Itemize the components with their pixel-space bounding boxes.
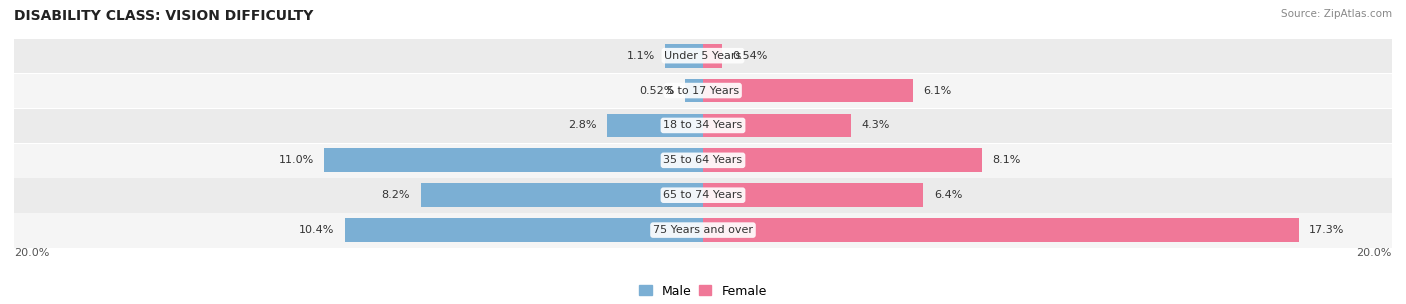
- Text: Under 5 Years: Under 5 Years: [665, 51, 741, 61]
- Bar: [14, 39, 1392, 73]
- Text: DISABILITY CLASS: VISION DIFFICULTY: DISABILITY CLASS: VISION DIFFICULTY: [14, 9, 314, 23]
- Text: 20.0%: 20.0%: [14, 248, 49, 258]
- Bar: [606, 114, 703, 137]
- Bar: [685, 79, 703, 102]
- Text: 2.8%: 2.8%: [568, 120, 596, 130]
- Text: 6.1%: 6.1%: [924, 85, 952, 95]
- Bar: [14, 178, 1392, 213]
- Text: 6.4%: 6.4%: [934, 190, 962, 200]
- Text: 5 to 17 Years: 5 to 17 Years: [666, 85, 740, 95]
- Text: 75 Years and over: 75 Years and over: [652, 225, 754, 235]
- Text: 4.3%: 4.3%: [862, 120, 890, 130]
- Bar: [344, 218, 703, 242]
- Text: 1.1%: 1.1%: [627, 51, 655, 61]
- Bar: [420, 183, 703, 207]
- Bar: [703, 218, 1299, 242]
- Bar: [703, 183, 924, 207]
- Bar: [703, 44, 721, 67]
- Bar: [703, 148, 981, 172]
- Text: 20.0%: 20.0%: [1357, 248, 1392, 258]
- Bar: [703, 114, 851, 137]
- Bar: [14, 109, 1392, 143]
- Text: Source: ZipAtlas.com: Source: ZipAtlas.com: [1281, 9, 1392, 19]
- Bar: [14, 74, 1392, 108]
- Text: 8.1%: 8.1%: [993, 155, 1021, 165]
- Text: 35 to 64 Years: 35 to 64 Years: [664, 155, 742, 165]
- Text: 0.52%: 0.52%: [640, 85, 675, 95]
- Bar: [703, 79, 912, 102]
- Bar: [14, 213, 1392, 247]
- Bar: [323, 148, 703, 172]
- Text: 10.4%: 10.4%: [299, 225, 335, 235]
- Bar: [665, 44, 703, 67]
- Text: 0.54%: 0.54%: [733, 51, 768, 61]
- Bar: [14, 143, 1392, 178]
- Text: 8.2%: 8.2%: [381, 190, 411, 200]
- Legend: Male, Female: Male, Female: [634, 280, 772, 302]
- Text: 65 to 74 Years: 65 to 74 Years: [664, 190, 742, 200]
- Text: 17.3%: 17.3%: [1309, 225, 1344, 235]
- Text: 18 to 34 Years: 18 to 34 Years: [664, 120, 742, 130]
- Text: 11.0%: 11.0%: [278, 155, 314, 165]
